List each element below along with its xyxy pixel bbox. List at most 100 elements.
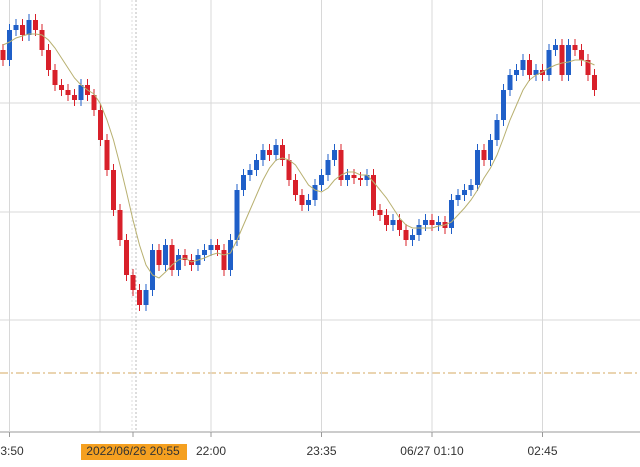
candle	[72, 89, 77, 106]
candle-body	[273, 145, 279, 155]
candle-body	[65, 90, 71, 95]
candle-body	[241, 175, 246, 190]
candle-body	[228, 240, 233, 270]
candle	[566, 39, 571, 81]
candle	[104, 134, 110, 176]
candle-body	[358, 178, 363, 180]
candle-body	[33, 20, 38, 30]
candle-body	[163, 245, 168, 265]
candle-body	[494, 120, 500, 140]
candle	[436, 216, 441, 231]
candle-body	[117, 210, 123, 240]
candle-body	[7, 30, 12, 60]
candle-body	[72, 95, 77, 100]
candle-body	[202, 250, 207, 255]
candle-body	[52, 70, 58, 85]
candle-body	[436, 222, 441, 225]
candle	[13, 19, 19, 36]
candle-body	[299, 195, 305, 205]
candle	[280, 139, 285, 166]
candle	[117, 204, 123, 246]
candle	[7, 24, 12, 66]
candle-body	[397, 220, 402, 230]
candle	[137, 284, 142, 311]
candle-body	[338, 150, 344, 180]
candle-body	[104, 140, 110, 170]
candle-body	[221, 250, 227, 270]
candle-body	[416, 225, 422, 235]
candle	[150, 244, 155, 296]
candle	[306, 194, 311, 211]
candle-body	[566, 45, 571, 75]
candle	[228, 234, 233, 276]
candle	[325, 154, 331, 181]
candle	[377, 204, 383, 221]
candle	[533, 64, 539, 81]
candle	[52, 64, 58, 91]
x-tick-label: 06/27 01:10	[400, 444, 464, 458]
candle	[507, 69, 513, 96]
candle	[572, 39, 578, 56]
candle	[78, 79, 84, 106]
candle-body	[592, 75, 597, 90]
highlight-label-bg	[81, 444, 187, 460]
candle	[488, 134, 493, 166]
candle-body	[371, 175, 376, 210]
candle-body	[403, 230, 409, 240]
candle	[234, 184, 240, 246]
candle	[111, 164, 116, 216]
candle-body	[286, 160, 292, 180]
candle-body	[208, 245, 214, 250]
candle	[468, 179, 474, 196]
candle	[520, 54, 526, 76]
candle-body	[176, 255, 181, 270]
candle	[494, 114, 500, 146]
candle-body	[143, 290, 149, 305]
candle-body	[26, 20, 32, 35]
candle	[130, 269, 136, 296]
candle	[546, 44, 552, 81]
candle	[319, 169, 324, 191]
candle-body	[390, 220, 396, 225]
candle-body	[501, 90, 506, 120]
candle	[312, 179, 318, 206]
x-tick-label: 02:45	[527, 444, 557, 458]
candle	[299, 189, 305, 211]
candle	[338, 144, 344, 186]
candle	[286, 154, 292, 186]
candle-body	[410, 235, 415, 240]
candle-body	[130, 275, 136, 290]
candle	[293, 174, 298, 201]
moving-average	[2, 33, 595, 279]
candle-body	[520, 60, 526, 70]
candle-body	[150, 250, 155, 290]
candle	[33, 14, 38, 36]
candle-body	[481, 150, 487, 160]
candle-body	[468, 185, 474, 190]
candle-body	[488, 140, 493, 160]
candle	[481, 144, 487, 166]
candle-body	[59, 85, 64, 90]
candle-body	[527, 60, 532, 75]
candle-body	[137, 290, 142, 305]
candle	[26, 14, 32, 41]
candle	[98, 104, 103, 146]
candle	[46, 44, 51, 76]
candle	[364, 169, 370, 186]
candle	[260, 144, 266, 166]
candle	[592, 69, 597, 96]
candle	[169, 239, 175, 276]
candle-body	[91, 95, 97, 110]
candle-body	[546, 50, 552, 75]
candle	[410, 229, 415, 246]
candle-body	[20, 25, 25, 35]
candle-body	[234, 190, 240, 240]
highlight-label: 2022/06/26 20:55	[86, 444, 180, 458]
candle	[20, 19, 25, 41]
candle	[254, 154, 259, 176]
candle-body	[553, 45, 558, 50]
candle-body	[423, 220, 428, 225]
candle	[273, 139, 279, 161]
